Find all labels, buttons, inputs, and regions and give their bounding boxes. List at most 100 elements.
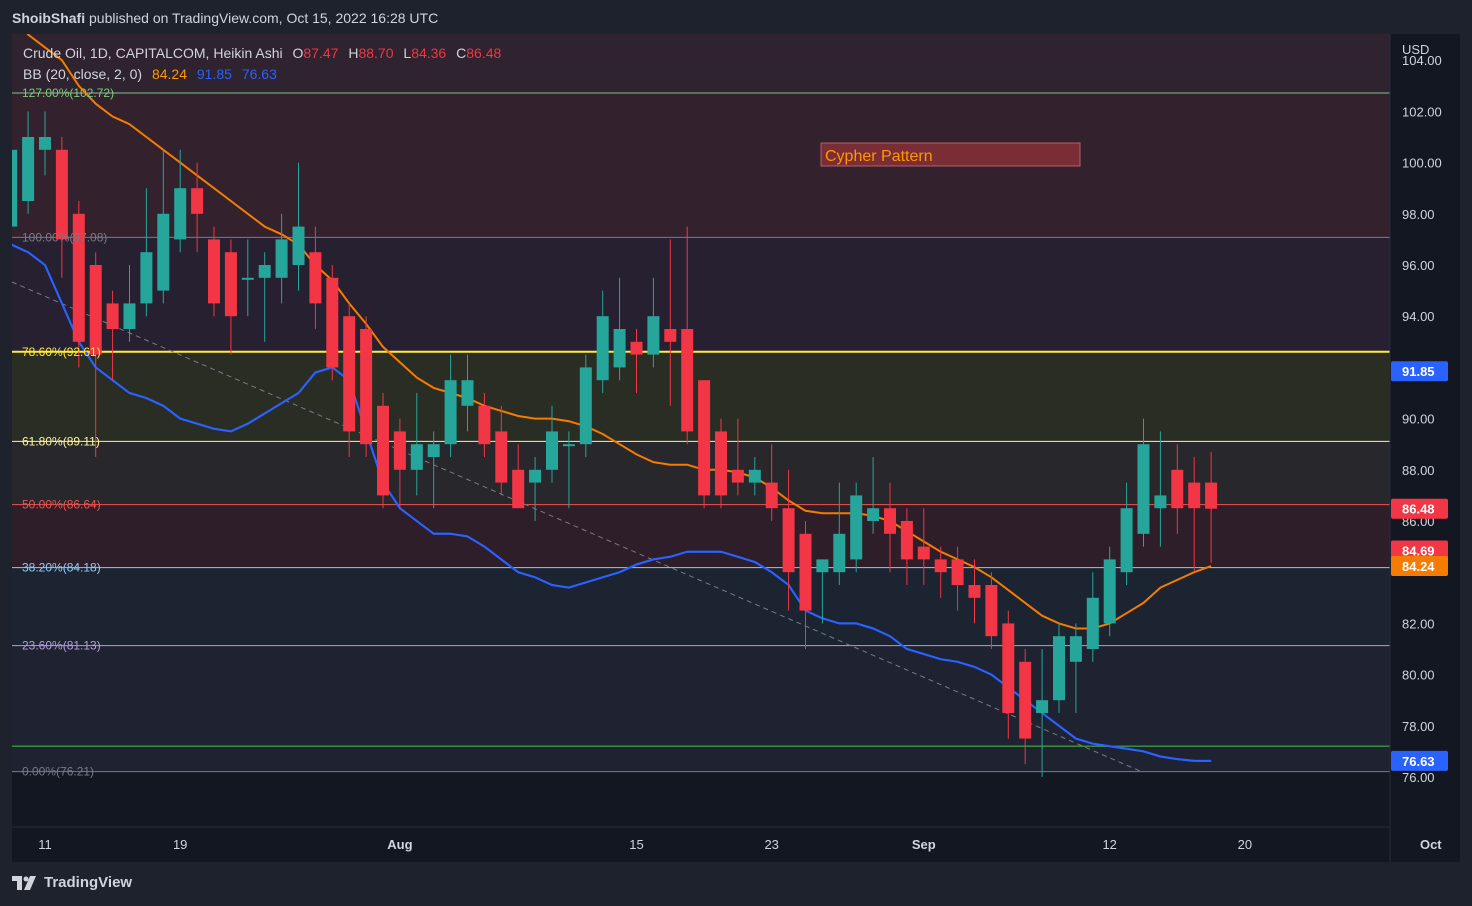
candle [174, 149, 187, 253]
legend-c-value: 86.48 [466, 45, 501, 61]
annotation-text[interactable]: Cypher Pattern [825, 148, 933, 165]
price-label-text: 84.69 [1402, 543, 1435, 558]
candle [968, 559, 981, 624]
fib-label: 127.00%(102.72) [22, 86, 114, 100]
candle-body [22, 137, 35, 201]
candle-body [495, 431, 508, 483]
candle-body [55, 149, 68, 240]
candle [512, 444, 525, 509]
candle [579, 354, 592, 457]
time-axis[interactable]: 1119Aug1523Sep1220Oct1725 [12, 826, 1460, 852]
price-tick-label: 88.00 [1402, 463, 1435, 478]
fib-label: 50.00%(86.64) [22, 498, 101, 512]
cypher-pattern-annotation[interactable]: Cypher Pattern [820, 142, 1081, 167]
candle [39, 111, 51, 176]
candle-body [833, 533, 846, 573]
candle [1069, 623, 1082, 713]
candle [89, 252, 102, 457]
dashed-trendline [11, 281, 1141, 772]
candle-body [410, 444, 423, 470]
legend-l-value: 84.36 [411, 45, 446, 61]
candle-body [157, 213, 170, 291]
price-tick-label: 82.00 [1402, 616, 1435, 631]
candle [934, 546, 947, 598]
time-tick-label: 15 [629, 837, 643, 852]
currency-label[interactable]: USD [1402, 42, 1429, 57]
candle-body [579, 367, 592, 445]
legend-bb-label[interactable]: BB (20, close, 2, 0) [23, 66, 142, 82]
candle [1053, 623, 1065, 713]
legend-symbol-row: Crude Oil, 1D, CAPITALCOM, Heikin Ashi O… [23, 45, 501, 61]
candle [782, 469, 795, 611]
chart-frame[interactable]: Cypher Pattern Crude Oil, 1D, CAPITALCOM… [5, 8, 1460, 862]
price-axis[interactable]: USD 76.0078.0080.0082.0086.0088.0090.009… [1389, 34, 1460, 862]
candle [816, 559, 829, 624]
annotation-box[interactable] [820, 142, 1081, 167]
candle-body [630, 341, 643, 355]
candle [647, 277, 660, 368]
candle-body [596, 316, 609, 381]
candle [157, 149, 170, 304]
price-label-box [1391, 540, 1448, 561]
candle-body [867, 508, 880, 521]
candle-body [72, 213, 85, 342]
legend-bb-lower: 76.63 [242, 66, 277, 82]
candle [917, 508, 930, 585]
candle-body [478, 405, 491, 445]
candle [951, 546, 964, 611]
price-tick-label: 80.00 [1402, 668, 1435, 683]
candle [393, 418, 406, 509]
candle [715, 418, 727, 509]
candle-body [275, 239, 288, 278]
candle-body [816, 559, 829, 573]
fib-label: 0.00%(76.21) [22, 765, 94, 779]
tradingview-logo-icon[interactable] [12, 875, 38, 890]
candle [106, 290, 119, 381]
price-tick-label: 98.00 [1402, 207, 1435, 222]
legend-l-label: L [403, 45, 411, 61]
chart-legend: Crude Oil, 1D, CAPITALCOM, Heikin Ashi O… [23, 45, 501, 82]
candle-body [123, 303, 136, 329]
candle-body [698, 380, 711, 496]
candle-body [985, 585, 998, 637]
candle-body [377, 405, 389, 496]
candle [1154, 431, 1167, 547]
candle-body [89, 265, 102, 355]
legend-h-value: 88.70 [358, 45, 393, 61]
price-label-box [1391, 361, 1448, 382]
candle [1002, 610, 1015, 739]
legend-bb-mid: 84.24 [152, 66, 187, 82]
trend-line [11, 281, 1141, 772]
candle-body [748, 469, 761, 483]
candle-body [782, 508, 795, 573]
candle-body [106, 303, 119, 329]
publish-header: ShoibShafi published on TradingView.com,… [12, 10, 438, 26]
legend-c-label: C [456, 45, 466, 61]
price-tick-label: 102.00 [1402, 104, 1442, 119]
price-label-box [1391, 750, 1448, 771]
candle [241, 239, 254, 317]
legend-symbol[interactable]: Crude Oil, 1D, CAPITALCOM, Heikin Ashi [23, 45, 283, 61]
price-chart[interactable]: Cypher Pattern Crude Oil, 1D, CAPITALCOM… [5, 8, 1460, 862]
legend-h-label: H [348, 45, 358, 61]
candle [275, 213, 288, 304]
candle-body [343, 316, 356, 432]
candle-body [393, 431, 406, 470]
author-name[interactable]: ShoibShafi [12, 10, 86, 26]
candle-body [309, 252, 322, 304]
candle-body [900, 521, 913, 560]
candle [850, 482, 863, 573]
candle-body [765, 482, 778, 509]
time-tick-label: 12 [1102, 837, 1116, 852]
candle-body [850, 495, 863, 560]
candle [562, 431, 575, 509]
candle [664, 239, 677, 406]
candle [1036, 649, 1049, 777]
candle [292, 162, 305, 291]
candle-body [512, 469, 525, 509]
candle-body [174, 188, 187, 240]
fib-label: 23.60%(81.13) [22, 639, 101, 653]
tradingview-brand[interactable]: TradingView [44, 874, 133, 891]
fib-zone [12, 92, 1390, 238]
